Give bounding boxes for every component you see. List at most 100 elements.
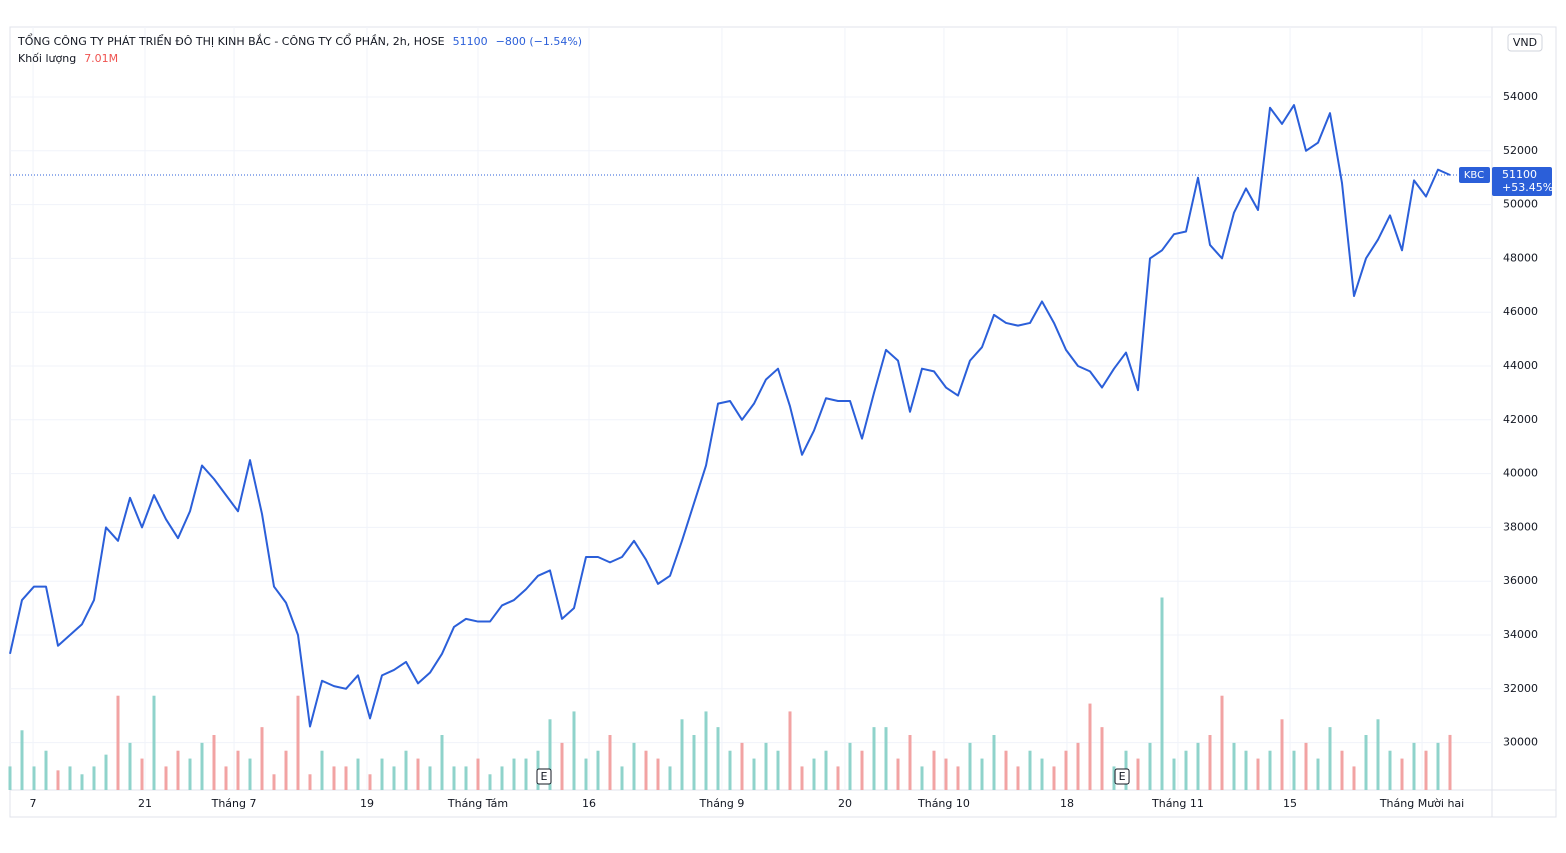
volume-legend: Khối lượng 7.01M [18, 52, 118, 65]
volume-bar [872, 727, 876, 790]
y-tick-label: 30000 [1503, 736, 1538, 749]
volume-bar [1076, 742, 1080, 790]
volume-bar [944, 758, 948, 790]
event-marker [1114, 768, 1130, 785]
volume-bar [56, 770, 60, 790]
x-tick-label: 16 [582, 797, 596, 810]
volume-bar [248, 758, 252, 790]
legend-line: TỔNG CÔNG TY PHÁT TRIỂN ĐÔ THỊ KINH BẮC … [17, 33, 582, 48]
x-tick-label: 19 [360, 797, 374, 810]
volume-bar [1340, 750, 1344, 790]
volume-bar [416, 758, 420, 790]
volume-bar [236, 750, 240, 790]
volume-bar [44, 750, 48, 790]
volume-bar [32, 766, 36, 790]
volume-bar [560, 742, 564, 790]
volume-bar [1232, 742, 1236, 790]
volume-bar [1052, 766, 1056, 790]
price-tag [1492, 167, 1552, 197]
volume-bar [296, 695, 300, 790]
y-tick-label: 52000 [1503, 144, 1538, 157]
volume-bar [1196, 742, 1200, 790]
price-tag-percent: +53.45% [1502, 181, 1553, 194]
volume-bar [1364, 735, 1368, 790]
x-tick-label: 15 [1283, 797, 1297, 810]
volume-bar [1208, 735, 1212, 790]
volume-bar [1436, 742, 1440, 790]
volume-bar [812, 758, 816, 790]
volume-bar [836, 766, 840, 790]
volume-bar [368, 774, 372, 790]
event-marker [536, 768, 552, 785]
volume-bar [1220, 695, 1224, 790]
volume-bar [1388, 750, 1392, 790]
price-tag-value: 51100 [1502, 168, 1537, 181]
volume-title: Khối lượng [18, 52, 76, 65]
volume-bar [20, 730, 24, 790]
volume-bar [776, 750, 780, 790]
y-tick-label: 46000 [1503, 305, 1538, 318]
volume-bar [392, 766, 396, 790]
volume-bar [1304, 742, 1308, 790]
y-tick-label: 54000 [1503, 90, 1538, 103]
volume-bar [980, 758, 984, 790]
x-tick-label: Tháng 10 [917, 797, 970, 810]
volume-bar [1112, 766, 1116, 790]
volume-bar [1184, 750, 1188, 790]
volume-bar [1292, 750, 1296, 790]
x-tick-label: 20 [838, 797, 852, 810]
x-tick-label: Tháng 7 [211, 797, 257, 810]
volume-bar [380, 758, 384, 790]
volume-bar [632, 742, 636, 790]
y-tick-label: 34000 [1503, 628, 1538, 641]
volume-bar [680, 719, 684, 790]
volume-bar [752, 758, 756, 790]
volume-bar [320, 750, 324, 790]
volume-bar [1424, 750, 1428, 790]
volume-bar [644, 750, 648, 790]
volume-bar [80, 774, 84, 790]
volume-bar [200, 742, 204, 790]
y-tick-label: 50000 [1503, 198, 1538, 211]
chart-frame [9, 26, 1557, 818]
volume-bar [1244, 750, 1248, 790]
currency-box[interactable] [1507, 33, 1543, 52]
volume-bar [920, 766, 924, 790]
volume-bar [1172, 758, 1176, 790]
volume-bar [1016, 766, 1020, 790]
volume-bar [332, 766, 336, 790]
x-tick-label: 7 [30, 797, 37, 810]
volume-bar [500, 766, 504, 790]
volume-bar [884, 727, 888, 790]
volume-bar [1028, 750, 1032, 790]
volume-bar [704, 711, 708, 790]
volume-bar [1400, 758, 1404, 790]
volume-bar [692, 735, 696, 790]
volume-bar [548, 719, 552, 790]
volume-bar [8, 766, 12, 790]
volume-bar [140, 758, 144, 790]
y-tick-label: 36000 [1503, 574, 1538, 587]
volume-bar [1412, 742, 1416, 790]
currency[interactable]: VND [1513, 36, 1537, 49]
volume-bar [452, 766, 456, 790]
volume-bar [464, 766, 468, 790]
volume-bar [440, 735, 444, 790]
volume-bar [284, 750, 288, 790]
x-tick-label: Tháng 11 [1151, 797, 1204, 810]
volume-bar [1448, 734, 1452, 790]
volume-bar [344, 766, 348, 790]
volume-bar [1136, 758, 1140, 790]
volume-bar [572, 711, 576, 790]
volume-bar [404, 750, 408, 790]
volume-bar [620, 766, 624, 790]
volume-bar [1004, 750, 1008, 790]
volume-bar [428, 766, 432, 790]
symbol-tag [1459, 167, 1490, 184]
volume-bar [1064, 750, 1068, 790]
price-line [9, 104, 1451, 728]
volume-bar [272, 774, 276, 790]
volume-bar [584, 758, 588, 790]
volume-bar [1160, 597, 1164, 790]
